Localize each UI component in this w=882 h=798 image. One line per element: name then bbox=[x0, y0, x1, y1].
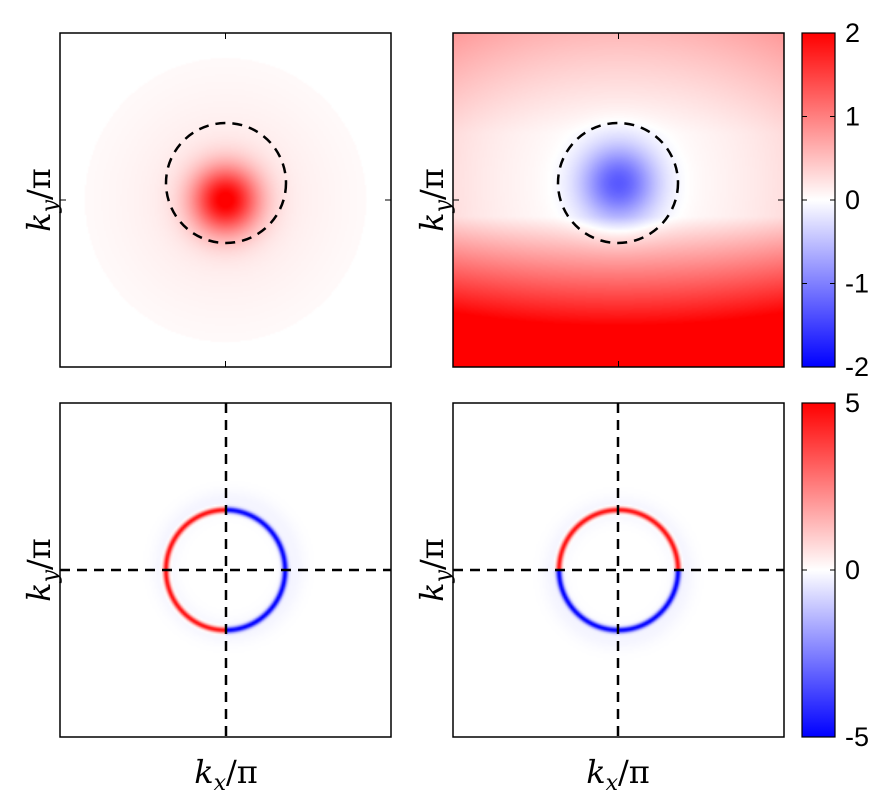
colorbar-tick-label: -5 bbox=[845, 722, 869, 752]
panel-bottom-left: ky/π kx/π bbox=[20, 402, 392, 796]
colorbar-tick-label: 0 bbox=[845, 555, 860, 585]
colorbar-tick-label: 5 bbox=[845, 388, 860, 418]
ylabel-bottom-left: ky/π bbox=[20, 538, 63, 602]
colorbar-tick-label: 2 bbox=[845, 18, 860, 48]
colorbar-top-gradient bbox=[801, 32, 836, 368]
panel-bottom-right: ky/π kx/π bbox=[413, 402, 785, 796]
colorbar-bottom-ticks: 5 0 -5 bbox=[802, 388, 869, 752]
fermi-circle-top-right bbox=[556, 121, 680, 245]
colorbar-tick-label: -2 bbox=[845, 352, 869, 382]
fermi-circle-top-left bbox=[164, 121, 288, 245]
colorbar-tick-label: 1 bbox=[845, 102, 860, 132]
ylabel-bottom-right: ky/π bbox=[413, 538, 456, 602]
panel-top-right: ky/π bbox=[413, 32, 785, 368]
xlabel-bottom-left: kx/π bbox=[194, 753, 258, 796]
axes-frame-bottom-left bbox=[59, 402, 392, 738]
heatmap-top-left bbox=[60, 33, 391, 367]
colorbar-top-ticks: 2 1 0 -1 -2 bbox=[802, 18, 869, 382]
xlabel-bottom-right: kx/π bbox=[586, 753, 650, 796]
panel-top-left: ky/π bbox=[20, 32, 392, 368]
colorbar-tick-label: 0 bbox=[845, 185, 860, 215]
heatmap-top-right bbox=[453, 33, 784, 367]
colorbar-bottom-gradient bbox=[801, 402, 836, 738]
ylabel-top-right: ky/π bbox=[413, 168, 456, 232]
axes-frame-bottom-right bbox=[452, 402, 785, 738]
colorbar-top: 2 1 0 -1 -2 bbox=[801, 18, 869, 382]
colorbar-tick-label: -1 bbox=[845, 269, 869, 299]
colorbar-bottom: 5 0 -5 bbox=[801, 388, 869, 752]
ylabel-top-left: ky/π bbox=[20, 168, 63, 232]
